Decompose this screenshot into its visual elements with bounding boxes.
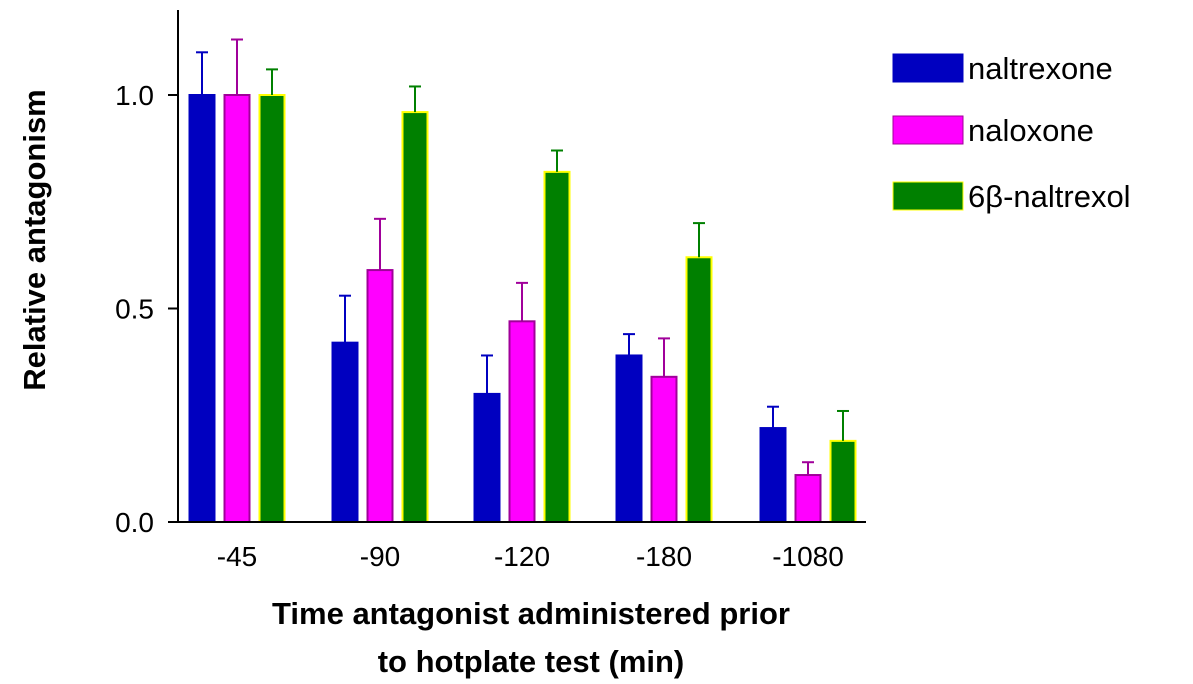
bar-6-naltrexol-1 <box>258 94 286 523</box>
legend-label-naloxone: naloxone <box>968 113 1094 148</box>
x-ticks-layer: -45 -90 -120 -180 -1080 <box>217 541 844 572</box>
bar-naltrexone-3 <box>473 392 501 523</box>
bar-naltrexone-4 <box>615 354 643 523</box>
x-tick-label: -1080 <box>772 541 844 572</box>
bar-naltrexone-5 <box>759 427 787 523</box>
legend-label-6-naltrexol: 6β-naltrexol <box>968 179 1131 214</box>
legend-swatch-6-naltrexol <box>892 181 964 211</box>
bar-naltrexone-2 <box>331 341 359 523</box>
x-tick-label: -90 <box>360 541 400 572</box>
x-axis-title-line-2: to hotplate test (min) <box>378 644 685 679</box>
y-axis-title: Relative antagonism <box>17 89 52 390</box>
bar-naltrexone-1 <box>188 94 216 523</box>
bar-naloxone-3 <box>508 320 536 523</box>
x-tick-label: -120 <box>494 541 550 572</box>
bar-6-naltrexol-3 <box>543 170 571 524</box>
y-tick-label: 0.0 <box>115 507 154 538</box>
x-tick-label: -45 <box>217 541 257 572</box>
y-tick-label: 0.5 <box>115 294 154 325</box>
y-tick-label: 1.0 <box>115 80 154 111</box>
x-axis-title-line-1: Time antagonist administered prior <box>272 596 790 631</box>
bar-naloxone-4 <box>650 375 678 523</box>
bar-6-naltrexol-2 <box>401 111 429 524</box>
error-bars-layer <box>196 38 849 476</box>
legend: naltrexone naloxone 6β-naltrexol <box>892 51 1131 214</box>
legend-swatch-naloxone <box>892 115 964 145</box>
bar-6-naltrexol-5 <box>829 439 857 523</box>
bar-6-naltrexol-4 <box>685 256 713 523</box>
y-ticks-layer: 0.0 0.5 1.0 <box>115 80 178 538</box>
bar-naloxone-1 <box>223 94 251 523</box>
legend-swatch-naltrexone <box>892 53 964 83</box>
legend-label-naltrexone: naltrexone <box>968 51 1113 86</box>
x-tick-label: -180 <box>636 541 692 572</box>
bar-naloxone-5 <box>794 474 822 523</box>
bar-naloxone-2 <box>366 269 394 523</box>
